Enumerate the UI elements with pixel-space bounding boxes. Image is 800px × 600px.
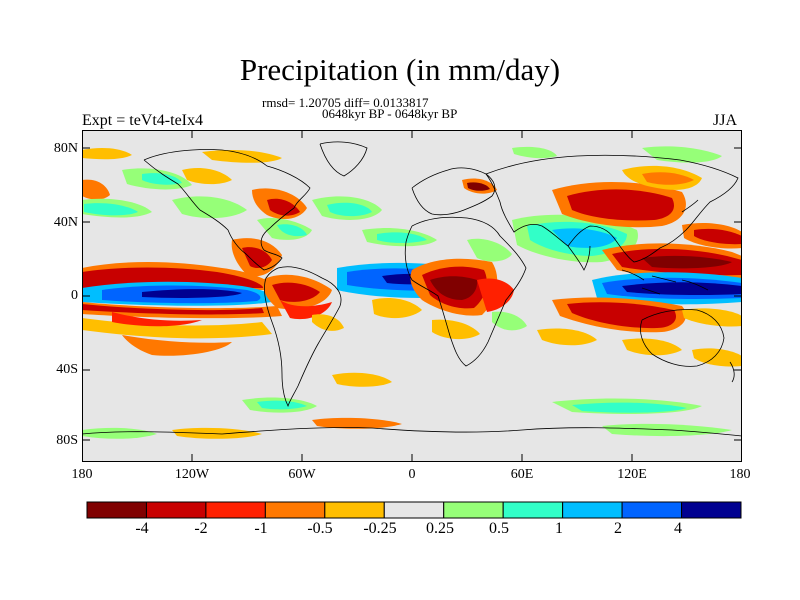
map-frame [82,130,742,462]
period-label: 0648kyr BP - 0648kyr BP [322,106,458,121]
stats-label: rmsd= 1.20705 diff= 0.0133817 [262,95,429,110]
colorbar-box [562,501,623,519]
lat-tick-40n: 40N [53,215,78,230]
colorbar-box [86,501,147,519]
colorbar [86,501,742,519]
colorbar-box [502,501,564,519]
tick-marks [82,130,742,462]
colorbar-box [383,501,445,519]
coastlines [82,141,742,437]
colorbar-label: -4 [135,520,149,537]
colorbar-label: 1 [555,520,563,537]
colorbar-box [205,501,266,519]
lon-tick-60w: 60W [288,467,316,482]
colorbar-label: 4 [674,520,682,537]
lon-tick-120e: 120E [617,467,647,482]
map-title: Precipitation (in mm/day) [239,52,561,87]
colorbar-box [264,501,326,519]
colorbar-label: 0.25 [426,520,454,537]
lat-tick-0: 0 [71,288,78,303]
precipitation-map [82,130,742,462]
anomaly-fields [82,146,742,439]
lon-tick-180e: 180 [729,467,751,482]
lat-tick-40s: 40S [56,362,78,377]
lon-tick-0: 0 [408,467,416,482]
colorbar-label: -2 [194,520,208,537]
lon-tick-120w: 120W [174,467,210,482]
colorbar-label: -1 [254,520,268,537]
colorbar-box [145,501,207,519]
colorbar-label: -0.25 [363,520,397,537]
lat-tick-80s: 80S [56,433,78,448]
lon-tick-60e: 60E [510,467,534,482]
colorbar-label: -0.5 [307,520,333,537]
colorbar-label: 2 [614,520,622,537]
season-label: JJA [713,112,738,129]
colorbar-box [681,501,742,519]
colorbar-label: 0.5 [489,520,509,537]
experiment-label: Expt = teVt4-teIx4 [82,112,203,129]
colorbar-box [621,501,683,519]
lat-tick-80n: 80N [53,141,78,156]
lon-tick-180w: 180 [71,467,93,482]
colorbar-box [443,501,504,519]
colorbar-box [324,501,385,519]
